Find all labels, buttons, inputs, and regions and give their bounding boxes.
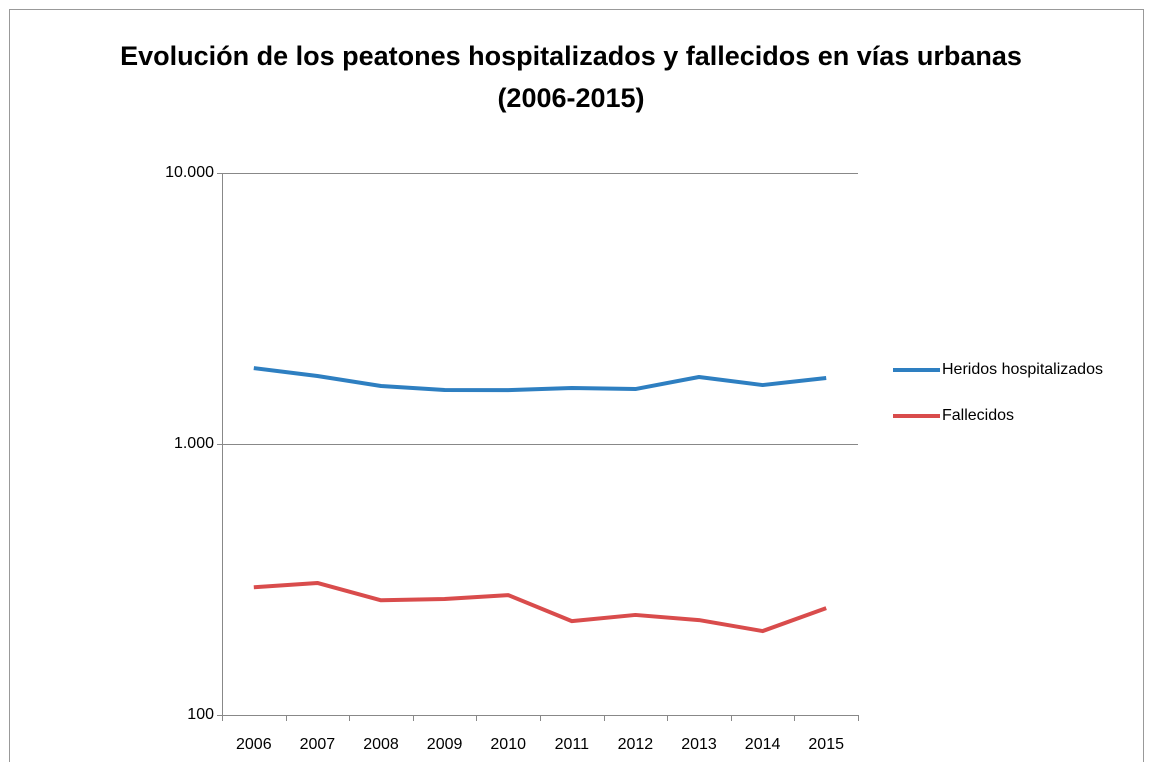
legend-label: Fallecidos <box>942 407 1014 424</box>
y-tick-label: 1.000 <box>174 435 214 452</box>
line-series <box>253 366 827 393</box>
x-tick-label: 2012 <box>618 736 654 753</box>
y-tick-label: 10.000 <box>165 164 214 181</box>
x-tick-label: 2007 <box>300 736 336 753</box>
x-tick-label: 2008 <box>363 736 399 753</box>
line-series <box>253 580 827 634</box>
x-tick-label: 2010 <box>490 736 526 753</box>
chart-border <box>9 9 1144 762</box>
x-tick-label: 2015 <box>808 736 844 753</box>
chart-title: (2006-2015) <box>497 83 644 113</box>
x-tick-label: 2006 <box>236 736 272 753</box>
x-tick-label: 2013 <box>681 736 717 753</box>
x-tick-label: 2009 <box>427 736 463 753</box>
x-tick-label: 2014 <box>745 736 781 753</box>
y-tick-label: 100 <box>187 706 214 723</box>
x-tick-label: 2011 <box>555 736 590 753</box>
legend-label: Heridos hospitalizados <box>942 361 1103 378</box>
chart-title: Evolución de los peatones hospitalizados… <box>120 41 1022 71</box>
